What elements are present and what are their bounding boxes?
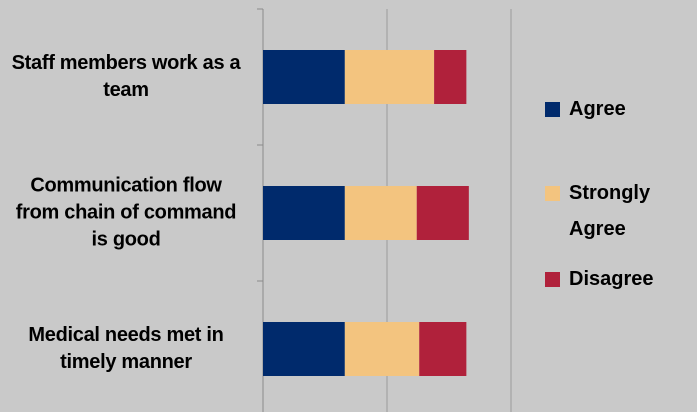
legend-swatch — [545, 102, 560, 117]
legend-label: Agree — [569, 98, 626, 120]
bar-segment — [416, 186, 469, 240]
bar-segment — [344, 322, 420, 376]
legend-label: Strongly Agree — [569, 182, 651, 240]
bar-segment — [344, 186, 417, 240]
y-tick-label: Communication flow from chain of command… — [15, 174, 237, 251]
y-tick-label: Staff members work as a team — [11, 52, 241, 101]
bar-segment — [263, 50, 345, 104]
legend-swatch — [545, 186, 560, 201]
legend-swatch — [545, 272, 560, 287]
legend-label: Disagree — [569, 268, 654, 290]
y-tick-label: Medical needs met in timely manner — [28, 324, 224, 373]
bar-segment — [263, 186, 345, 240]
bar-segment — [434, 50, 467, 104]
bar-segment — [263, 322, 345, 376]
bar-segment — [344, 50, 435, 104]
bar-segment — [419, 322, 467, 376]
